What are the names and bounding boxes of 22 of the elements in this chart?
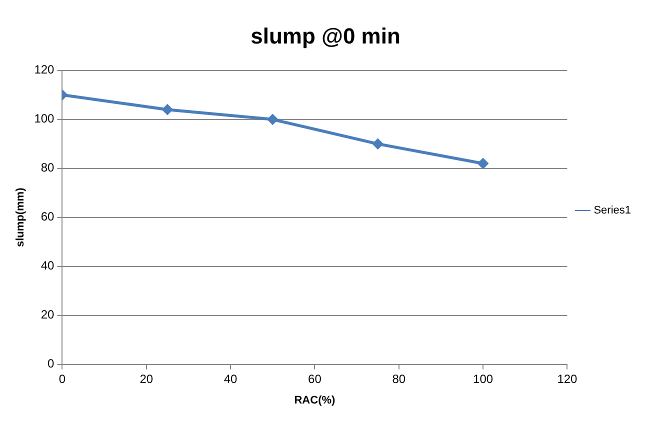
y-tick-label: 0: [48, 356, 55, 371]
x-tick-label: 40: [224, 372, 238, 386]
legend-label: Series1: [594, 204, 631, 217]
y-tick-label: 40: [40, 258, 55, 273]
y-tick-label: 100: [34, 112, 55, 126]
x-tick-label: 100: [473, 372, 494, 386]
chart-title: slump @0 min: [250, 23, 400, 48]
point: [372, 138, 384, 150]
x-tick-label: 20: [140, 372, 154, 386]
point: [267, 114, 278, 125]
x-axis-title: RAC(%): [294, 394, 336, 406]
y-tick-label: 60: [40, 210, 55, 224]
point: [478, 158, 489, 169]
x-tick-label: 80: [392, 372, 406, 386]
y-tick-label: 20: [40, 308, 55, 322]
x-tick-label: 120: [557, 372, 578, 386]
y-axis-title: slump(mm): [14, 187, 27, 248]
x-tick-label: 60: [308, 372, 322, 386]
y-tick-label: 80: [40, 160, 55, 175]
x-tick-label: 0: [58, 372, 66, 386]
point: [162, 104, 173, 116]
y-tick-label: 120: [34, 62, 55, 77]
